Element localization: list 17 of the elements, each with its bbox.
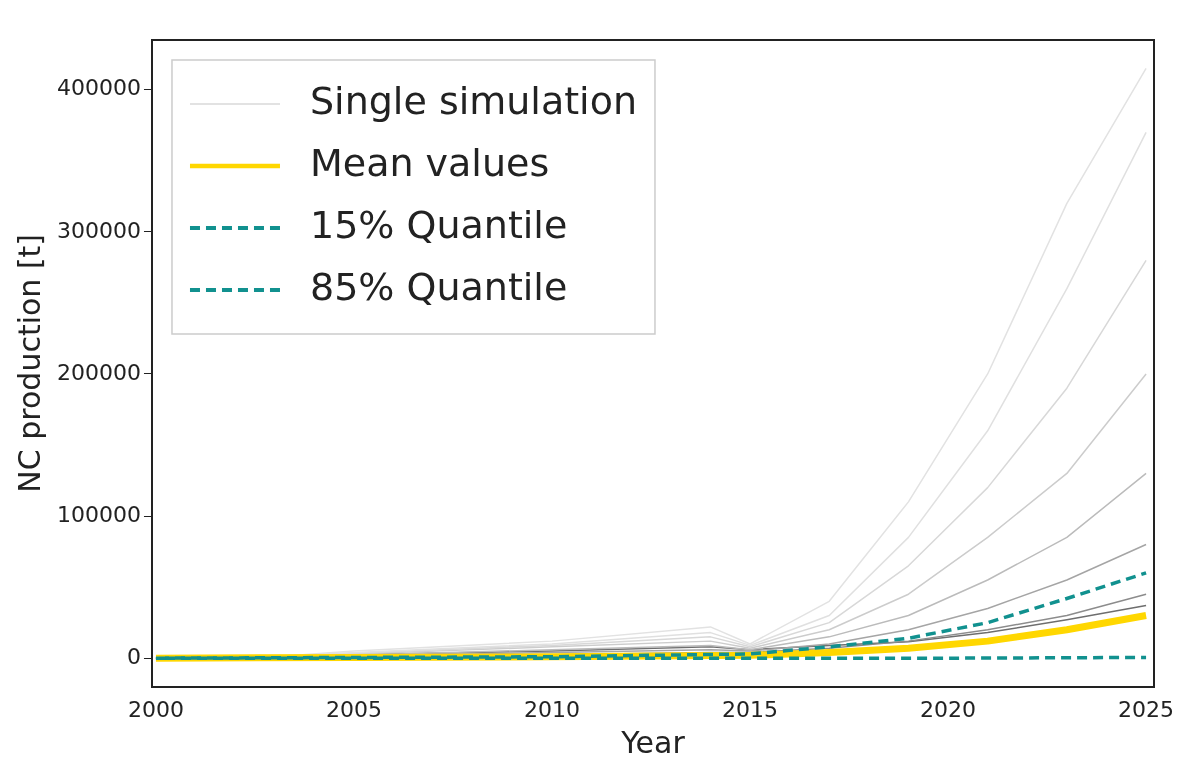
y-tick-label: 300000 xyxy=(57,217,141,243)
y-tick-label: 0 xyxy=(126,643,141,669)
x-tick-label: 2005 xyxy=(325,696,382,722)
y-tick-label: 100000 xyxy=(57,501,141,527)
y-axis-title: NC production [t] xyxy=(11,233,47,493)
legend-label: Single simulation xyxy=(309,78,637,123)
legend-label: 15% Quantile xyxy=(309,202,568,247)
y-tick-label: 400000 xyxy=(57,75,141,101)
legend-label: 85% Quantile xyxy=(309,264,568,309)
x-tick-label: 2020 xyxy=(920,696,977,722)
x-tick-label: 2000 xyxy=(127,696,184,722)
x-tick-label: 2015 xyxy=(722,696,779,722)
y-tick-label: 200000 xyxy=(57,359,141,385)
x-axis-title: Year xyxy=(620,724,686,760)
x-tick-label: 2010 xyxy=(524,696,580,722)
x-tick-label: 2025 xyxy=(1118,696,1175,722)
legend-label: Mean values xyxy=(309,140,550,185)
